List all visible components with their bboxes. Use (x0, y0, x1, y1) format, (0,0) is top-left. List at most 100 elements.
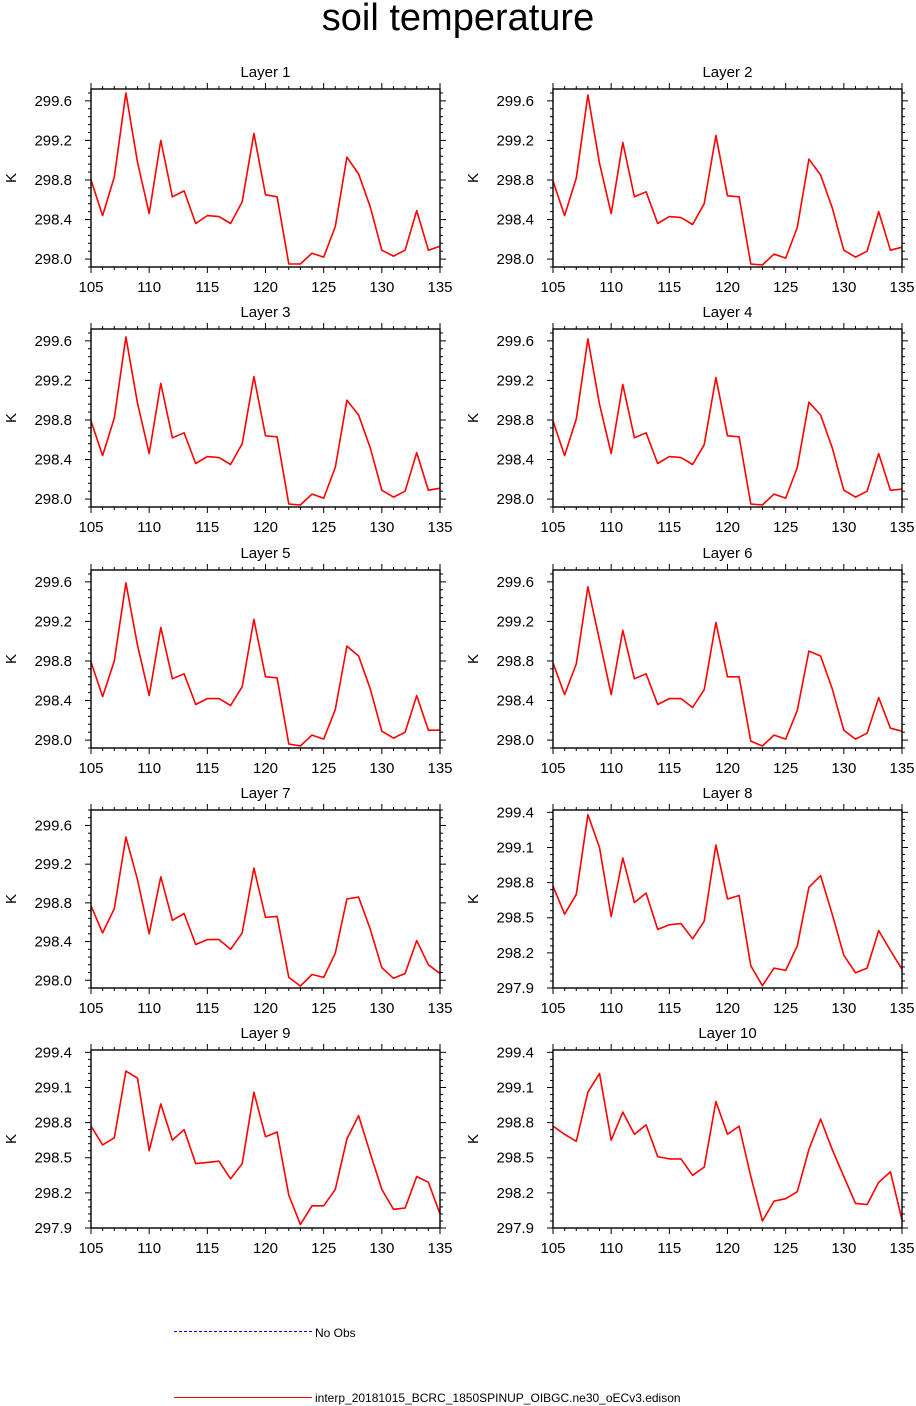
x-tick-label: 115 (195, 760, 219, 777)
x-tick-label: 115 (195, 1000, 219, 1017)
x-tick-label: 125 (311, 1240, 336, 1257)
x-tick-label: 110 (599, 1000, 623, 1017)
x-tick-label: 110 (137, 279, 161, 296)
x-tick-label: 130 (831, 760, 856, 777)
x-tick-label: 135 (889, 1000, 914, 1017)
x-tick-label: 120 (253, 1240, 278, 1257)
x-tick-label: 130 (369, 1000, 394, 1017)
x-tick-label: 105 (540, 519, 565, 536)
x-tick-label: 125 (773, 1000, 798, 1017)
panel-title: Layer 8 (702, 785, 752, 802)
series-line (90, 582, 440, 747)
x-tick-label: 130 (369, 519, 394, 536)
y-tick-label: 299.4 (496, 1044, 534, 1061)
y-tick-label: 299.2 (496, 132, 534, 149)
y-axis-label: K (465, 1134, 482, 1144)
x-tick-label: 115 (195, 279, 219, 296)
y-tick-label: 299.6 (34, 93, 72, 110)
plot-frame (552, 809, 903, 989)
x-tick-label: 110 (599, 279, 623, 296)
series-line (552, 585, 903, 747)
y-tick-label: 298.4 (496, 693, 534, 710)
y-tick-label: 299.6 (34, 333, 72, 350)
x-tick-label: 110 (599, 1240, 623, 1257)
y-axis-label: K (3, 1134, 20, 1144)
x-tick-label: 135 (889, 279, 914, 296)
x-tick-label: 105 (78, 1240, 103, 1257)
y-axis-label: K (3, 413, 20, 423)
y-tick-label: 298.8 (496, 172, 534, 189)
y-tick-label: 298.8 (34, 412, 72, 429)
y-tick-label: 299.1 (496, 839, 534, 856)
panel-title: Layer 10 (698, 1025, 756, 1042)
x-tick-label: 105 (78, 519, 103, 536)
y-axis-label: K (465, 894, 482, 904)
plot-frame (552, 328, 903, 508)
y-tick-label: 299.1 (34, 1079, 72, 1096)
y-tick-label: 298.0 (34, 251, 72, 268)
x-tick-label: 105 (540, 1000, 565, 1017)
y-tick-label: 298.0 (496, 491, 534, 508)
y-tick-label: 298.2 (496, 1185, 534, 1202)
plot-frame (90, 569, 441, 749)
y-tick-label: 298.4 (496, 212, 534, 229)
y-tick-label: 299.2 (34, 856, 72, 873)
panel-title: Layer 9 (240, 1025, 290, 1042)
y-tick-label: 299.6 (34, 817, 72, 834)
x-tick-label: 125 (773, 519, 798, 536)
x-tick-label: 120 (253, 1000, 278, 1017)
x-tick-label: 125 (311, 760, 336, 777)
panel-title: Layer 2 (702, 64, 752, 81)
x-tick-label: 130 (369, 760, 394, 777)
x-tick-label: 120 (715, 1240, 740, 1257)
panel-title: Layer 4 (702, 304, 752, 321)
x-tick-label: 115 (657, 519, 681, 536)
x-tick-label: 135 (889, 1240, 914, 1257)
x-tick-label: 110 (599, 760, 623, 777)
x-tick-label: 105 (78, 1000, 103, 1017)
y-tick-label: 298.0 (496, 251, 534, 268)
panel-title: Layer 1 (240, 64, 290, 81)
y-tick-label: 299.1 (496, 1079, 534, 1096)
y-tick-label: 298.4 (34, 934, 72, 951)
y-tick-label: 299.6 (496, 333, 534, 350)
y-tick-label: 299.6 (496, 574, 534, 591)
x-tick-label: 115 (657, 1000, 681, 1017)
y-axis-label: K (3, 654, 20, 664)
x-tick-label: 110 (137, 519, 161, 536)
x-tick-label: 120 (715, 519, 740, 536)
panel-title: Layer 6 (702, 545, 752, 562)
y-tick-label: 299.2 (496, 613, 534, 630)
plot-frame (552, 1049, 903, 1229)
x-tick-label: 125 (311, 279, 336, 296)
plot-frame (552, 569, 903, 749)
x-tick-label: 135 (427, 279, 452, 296)
legend-model-line (174, 1397, 312, 1398)
x-tick-label: 115 (195, 519, 219, 536)
x-tick-label: 105 (540, 279, 565, 296)
panel-title: Layer 5 (240, 545, 290, 562)
x-tick-label: 110 (137, 760, 161, 777)
x-tick-label: 125 (311, 519, 336, 536)
x-tick-label: 120 (253, 519, 278, 536)
x-tick-label: 125 (773, 760, 798, 777)
x-tick-label: 105 (540, 760, 565, 777)
x-tick-label: 130 (369, 1240, 394, 1257)
series-line (90, 1070, 441, 1226)
x-tick-label: 135 (427, 1000, 452, 1017)
y-tick-label: 298.4 (34, 693, 72, 710)
panel-title: Layer 3 (240, 304, 290, 321)
y-tick-label: 297.9 (496, 980, 534, 997)
plot-frame (552, 88, 903, 268)
x-tick-label: 115 (657, 760, 681, 777)
y-tick-label: 298.8 (34, 1115, 72, 1132)
legend-model-label: interp_20181015_BCRC_1850SPINUP_OIBGC.ne… (315, 1391, 681, 1405)
y-tick-label: 298.5 (34, 1150, 72, 1167)
x-tick-label: 105 (78, 760, 103, 777)
plot-frame (90, 328, 441, 508)
y-tick-label: 298.5 (496, 910, 534, 927)
page-title: soil temperature (321, 0, 595, 39)
y-tick-label: 298.5 (496, 1150, 534, 1167)
x-tick-label: 105 (78, 279, 103, 296)
